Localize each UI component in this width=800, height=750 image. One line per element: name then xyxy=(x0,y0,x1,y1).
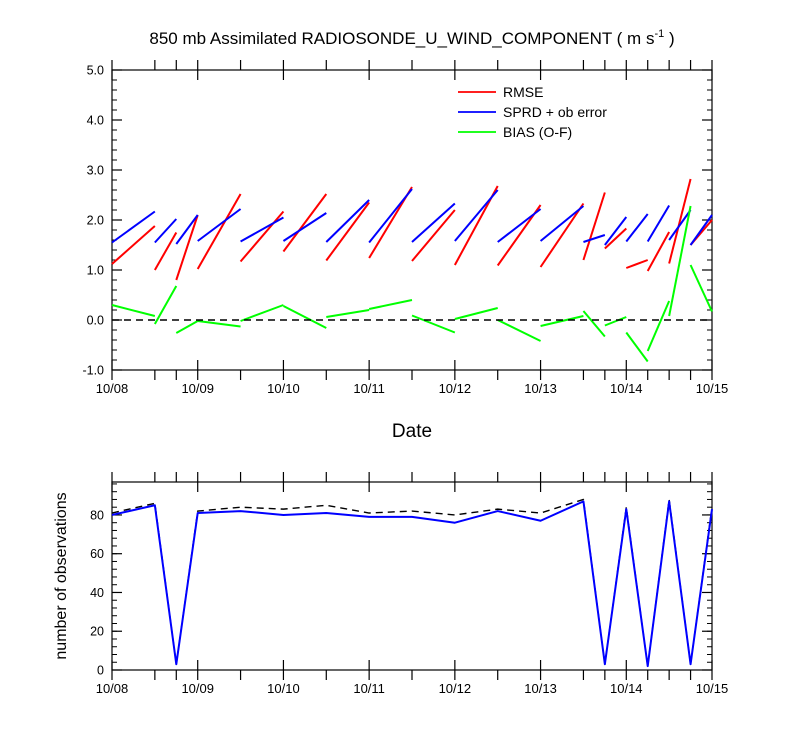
top-sprd-ob-error-segment xyxy=(175,214,199,245)
top-x-tick-label: 10/10 xyxy=(267,381,300,396)
top-sprd-ob-error-segment xyxy=(454,189,499,242)
top-x-tick-label: 10/11 xyxy=(353,381,385,396)
top-bias-o-f-segment xyxy=(604,316,627,327)
legend: RMSE SPRD + ob error BIAS (O-F) xyxy=(458,84,607,140)
top-bias-o-f-segment xyxy=(454,307,498,320)
legend-label-sprd: SPRD + ob error xyxy=(503,104,607,120)
top-rmse-segment xyxy=(646,231,671,272)
top-sprd-ob-error-segment xyxy=(497,208,542,243)
top-rmse-segment xyxy=(153,232,178,271)
top-sprd-ob-error-segment xyxy=(154,218,178,244)
top-sprd-ob-error-segment xyxy=(689,214,713,246)
top-y-tick-label: 0.0 xyxy=(87,314,104,328)
bottom-y-tick-label: 20 xyxy=(90,625,104,639)
top-bias-o-f-segment xyxy=(282,305,327,329)
top-sprd-ob-error-segment xyxy=(539,205,585,242)
top-x-tick-label: 10/14 xyxy=(610,381,643,396)
top-bias-o-f-segment xyxy=(689,264,713,312)
top-sprd-ob-error-segment xyxy=(583,234,606,243)
bottom-x-tick-label: 10/12 xyxy=(439,681,472,696)
top-y-tick-label: 1.0 xyxy=(87,264,104,278)
bottom-y-axis-label: number of observations xyxy=(53,492,70,659)
top-bias-o-f-segment xyxy=(668,205,692,317)
top-bias-o-f-segment xyxy=(326,309,370,318)
top-bias-o-f-segment xyxy=(582,310,606,338)
top-bias-o-f-segment xyxy=(625,331,649,363)
top-sprd-ob-error-segment xyxy=(368,188,413,244)
top-y-tick-label: 3.0 xyxy=(87,164,104,178)
bottom-assimilated-line xyxy=(111,500,713,668)
top-rmse-segment xyxy=(411,209,456,262)
top-sprd-ob-error-segment xyxy=(646,204,670,243)
top-y-tick-label: 4.0 xyxy=(87,114,104,128)
bottom-x-tick-label: 10/15 xyxy=(696,681,729,696)
bottom-possible-line xyxy=(111,498,713,667)
top-y-tick-label: -1.0 xyxy=(82,364,104,378)
top-x-tick-label: 10/08 xyxy=(96,381,129,396)
top-rmse-segment xyxy=(196,193,242,270)
bottom-y-tick-label: 80 xyxy=(90,508,104,522)
top-bias-o-f-segment xyxy=(540,315,584,327)
top-bias-o-f-segment xyxy=(197,320,241,328)
top-rmse-segment xyxy=(604,227,627,250)
chart-title: 850 mb Assimilated RADIOSONDE_U_WIND_COM… xyxy=(149,28,674,48)
top-bias-o-f-segment xyxy=(240,304,284,322)
bottom-x-tick-label: 10/13 xyxy=(524,681,557,696)
bottom-series-layer xyxy=(111,498,713,668)
top-rmse-segment xyxy=(282,193,328,253)
top-x-axis-label: Date xyxy=(392,421,432,442)
top-sprd-ob-error-segment xyxy=(325,199,370,243)
top-rmse-segment xyxy=(582,192,606,261)
bottom-x-tick-label: 10/09 xyxy=(181,681,214,696)
bottom-x-tick-label: 10/10 xyxy=(267,681,300,696)
top-sprd-ob-error-segment xyxy=(625,213,649,243)
top-rmse-segment xyxy=(111,225,156,265)
top-sprd-ob-error-segment xyxy=(197,208,242,242)
top-rmse-segment xyxy=(325,201,370,262)
bottom-x-tick-label: 10/11 xyxy=(353,681,385,696)
top-bias-o-f-segment xyxy=(175,320,199,334)
top-sprd-ob-error-segment xyxy=(240,216,284,243)
top-bias-o-f-segment xyxy=(153,285,178,325)
top-bias-o-f-segment xyxy=(497,319,542,342)
bottom-y-tick-label: 60 xyxy=(90,547,104,561)
top-sprd-ob-error-segment xyxy=(411,202,456,243)
top-x-tick-label: 10/13 xyxy=(524,381,557,396)
top-rmse-segment xyxy=(668,178,692,264)
top-bias-o-f-segment xyxy=(411,314,456,334)
bottom-y-tick-label: 40 xyxy=(90,586,104,600)
bottom-x-tick-label: 10/14 xyxy=(610,681,643,696)
bottom-tick-labels: 10/08 10/09 10/10 10/11 10/12 10/13 10/14 10/15… xyxy=(90,508,728,696)
top-x-tick-label: 10/09 xyxy=(181,381,214,396)
bottom-x-tick-label: 10/08 xyxy=(96,681,129,696)
top-bias-o-f-segment xyxy=(368,299,413,310)
top-bias-o-f-segment xyxy=(646,300,671,352)
top-x-tick-label: 10/15 xyxy=(696,381,729,396)
bottom-axis-ticks xyxy=(111,472,713,680)
top-x-tick-label: 10/12 xyxy=(439,381,472,396)
top-sprd-ob-error-segment xyxy=(282,212,327,242)
top-rmse-segment xyxy=(239,210,285,263)
top-sprd-ob-error-segment xyxy=(111,210,156,244)
top-series-layer xyxy=(111,178,713,363)
legend-label-rmse: RMSE xyxy=(503,84,543,100)
top-rmse-segment xyxy=(539,202,585,268)
top-sprd-ob-error-segment xyxy=(604,216,628,246)
top-sprd-ob-error-segment xyxy=(668,209,692,241)
bottom-y-tick-label: 0 xyxy=(97,664,104,678)
top-rmse-segment xyxy=(175,214,199,281)
top-y-tick-label: 5.0 xyxy=(87,64,104,78)
top-axis-ticks xyxy=(111,60,713,380)
top-plot-frame xyxy=(111,69,713,371)
top-rmse-segment xyxy=(625,259,649,269)
top-y-tick-label: 2.0 xyxy=(87,214,104,228)
top-tick-labels: 10/08 10/09 10/10 10/11 10/12 10/13 10/14 10/15… xyxy=(82,64,728,397)
top-bias-o-f-segment xyxy=(111,304,156,317)
legend-label-bias: BIAS (O-F) xyxy=(503,124,572,140)
